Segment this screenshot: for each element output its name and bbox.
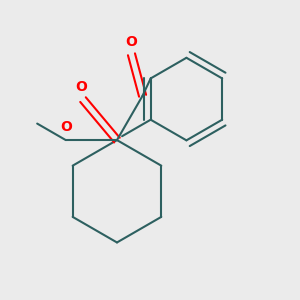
Text: O: O [75, 80, 87, 94]
Text: O: O [61, 120, 72, 134]
Text: O: O [125, 35, 137, 49]
